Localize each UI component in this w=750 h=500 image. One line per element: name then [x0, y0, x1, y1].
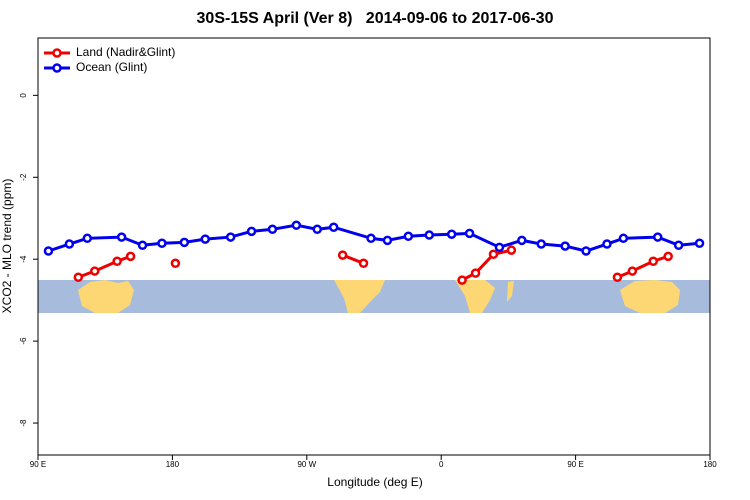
point: [560, 241, 570, 251]
point: [663, 251, 673, 262]
point: [470, 268, 481, 278]
x-tick-label: 0: [439, 460, 444, 469]
point: [694, 238, 705, 248]
point: [267, 224, 278, 235]
point: [312, 224, 323, 235]
y-tick-label: 0: [19, 93, 28, 98]
chart-title: 30S-15S April (Ver 8) 2014-09-06 to 2017…: [197, 10, 554, 27]
point: [464, 228, 475, 239]
point: [179, 237, 190, 248]
y-tick-label: -8: [19, 419, 28, 427]
point: [358, 258, 369, 269]
point: [403, 231, 414, 242]
legend-marker: [52, 63, 62, 73]
y-axis-label: XCO2 - MLO trend (ppm): [0, 179, 14, 314]
point: [116, 232, 127, 242]
legend-label: Land (Nadir&Glint): [76, 45, 175, 59]
y-tick-label: -2: [19, 173, 28, 181]
point: [457, 275, 467, 285]
plot-frame: [37, 37, 711, 456]
point: [157, 238, 167, 248]
point: [112, 256, 122, 266]
point: [627, 266, 638, 276]
point: [246, 226, 257, 237]
point: [125, 251, 136, 262]
point: [137, 240, 148, 251]
point: [328, 222, 339, 232]
point: [82, 233, 93, 244]
point: [488, 249, 499, 260]
point: [337, 250, 348, 260]
series-line: [77, 248, 669, 282]
point: [517, 235, 527, 246]
x-tick-label: 180: [703, 460, 717, 469]
point: [424, 230, 435, 240]
point: [89, 266, 100, 276]
point: [225, 232, 236, 242]
legend-label: Ocean (Glint): [76, 60, 147, 74]
point: [648, 256, 659, 266]
map-land: [78, 280, 680, 313]
x-tick-label: 180: [166, 460, 180, 469]
point: [170, 258, 181, 269]
x-tick-label: 90 W: [297, 460, 316, 469]
x-axis-label: Longitude (deg E): [327, 475, 422, 489]
point: [673, 240, 684, 251]
point: [612, 272, 623, 282]
x-tick-label: 90 E: [30, 460, 46, 469]
x-tick-label: 90 E: [567, 460, 583, 469]
point: [652, 232, 663, 242]
y-tick-label: -4: [19, 255, 28, 263]
point: [446, 229, 457, 239]
point: [366, 233, 376, 244]
y-tick-label: -6: [19, 337, 28, 345]
point: [291, 220, 302, 230]
point: [43, 246, 54, 256]
point: [382, 235, 393, 246]
point: [64, 239, 75, 249]
point: [581, 246, 591, 256]
point: [602, 239, 612, 249]
point: [536, 239, 547, 249]
point: [506, 245, 517, 255]
point: [73, 272, 84, 282]
point: [200, 234, 211, 244]
point: [494, 242, 505, 253]
legend-marker: [52, 48, 62, 58]
point: [618, 233, 629, 244]
